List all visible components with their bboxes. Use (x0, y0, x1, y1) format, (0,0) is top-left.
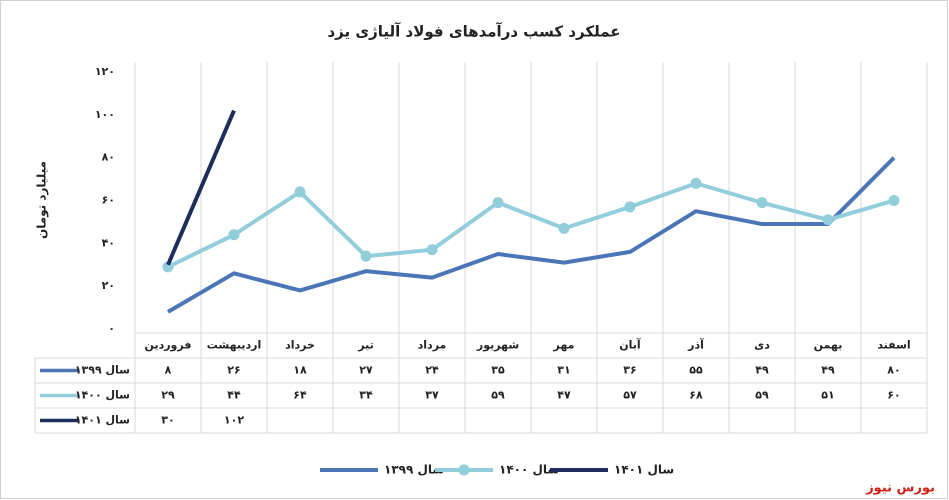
x-tick-label: اردیبهشت (207, 339, 261, 352)
table-value: ۵۹ (755, 389, 769, 402)
series-marker (294, 186, 306, 198)
table-value: ۳۷ (425, 389, 439, 402)
table-value: ۸ (165, 364, 172, 377)
series-marker (228, 229, 240, 241)
table-row-label: سال ۱۳۹۹ (75, 364, 130, 377)
series-marker (690, 177, 702, 189)
x-tick-label: شهریور (476, 339, 519, 352)
x-tick-label: آذر (687, 338, 704, 352)
watermark: بورس نیوز (865, 481, 935, 496)
legend-marker (458, 464, 470, 476)
series-marker (624, 201, 636, 213)
table-value: ۱۰۲ (224, 414, 244, 427)
series-marker (756, 197, 768, 209)
table-value: ۵۷ (623, 389, 637, 402)
series-marker (822, 214, 834, 226)
table-value: ۲۴ (425, 364, 439, 377)
series-marker (558, 222, 570, 234)
table-value: ۳۴ (359, 389, 373, 402)
table-value: ۳۶ (623, 364, 636, 377)
series-line (167, 181, 895, 269)
series-line (166, 109, 236, 266)
table-value: ۱۸ (293, 364, 307, 377)
y-tick-label: ۰ (108, 322, 115, 335)
x-tick-label: آبان (619, 338, 641, 352)
x-tick-label: مرداد (418, 339, 447, 352)
x-tick-label: مهر (553, 339, 575, 352)
y-tick-label: ۲۰ (102, 279, 115, 292)
series-line (166, 156, 896, 314)
table-value: ۵۹ (491, 389, 505, 402)
table-value: ۶۸ (689, 389, 703, 402)
table-row-label: سال ۱۴۰۱ (75, 414, 130, 427)
table-value: ۲۶ (227, 364, 240, 377)
y-tick-label: ۱۲۰ (95, 65, 115, 78)
y-tick-label: ۶۰ (102, 194, 115, 207)
table-value: ۸۰ (887, 364, 900, 377)
table-value: ۵۵ (689, 364, 703, 377)
table-value: ۴۹ (821, 364, 835, 377)
table-value: ۳۰ (161, 414, 174, 427)
x-tick-label: بهمن (814, 339, 843, 352)
table-row-label: سال ۱۴۰۰ (75, 389, 130, 402)
legend-label: سال ۱۳۹۹ (384, 463, 444, 477)
y-tick-label: ۸۰ (102, 151, 115, 164)
x-tick-label: اسفند (877, 339, 910, 352)
chart-title: عملکرد کسب درآمدهای فولاد آلیاژی یزد (327, 23, 620, 41)
series-marker (426, 244, 438, 256)
series-marker (492, 197, 504, 209)
table-value: ۴۹ (755, 364, 769, 377)
table-value: ۳۱ (557, 364, 570, 377)
x-tick-label: دی (754, 339, 770, 352)
table-value: ۳۵ (491, 364, 505, 377)
x-tick-label: خرداد (285, 339, 315, 352)
y-tick-label: ۴۰ (102, 236, 115, 249)
series-marker (360, 250, 372, 262)
legend-label: سال ۱۴۰۱ (614, 463, 674, 477)
legend-label: سال ۱۴۰۰ (499, 463, 559, 477)
series-marker (162, 261, 174, 273)
y-tick-label: ۱۰۰ (95, 108, 115, 121)
table-value: ۲۷ (359, 364, 373, 377)
table-value: ۴۴ (227, 389, 241, 402)
table-value: ۴۷ (557, 389, 571, 402)
table-value: ۶۰ (887, 389, 900, 402)
series-marker (888, 195, 900, 206)
table-value: ۲۹ (161, 389, 175, 402)
x-tick-label: فروردین (145, 339, 192, 352)
y-axis-label: میلیارد تومان (35, 161, 50, 239)
x-tick-label: تیر (357, 339, 373, 352)
table-value: ۶۴ (293, 389, 307, 402)
table-value: ۵۱ (821, 389, 834, 402)
